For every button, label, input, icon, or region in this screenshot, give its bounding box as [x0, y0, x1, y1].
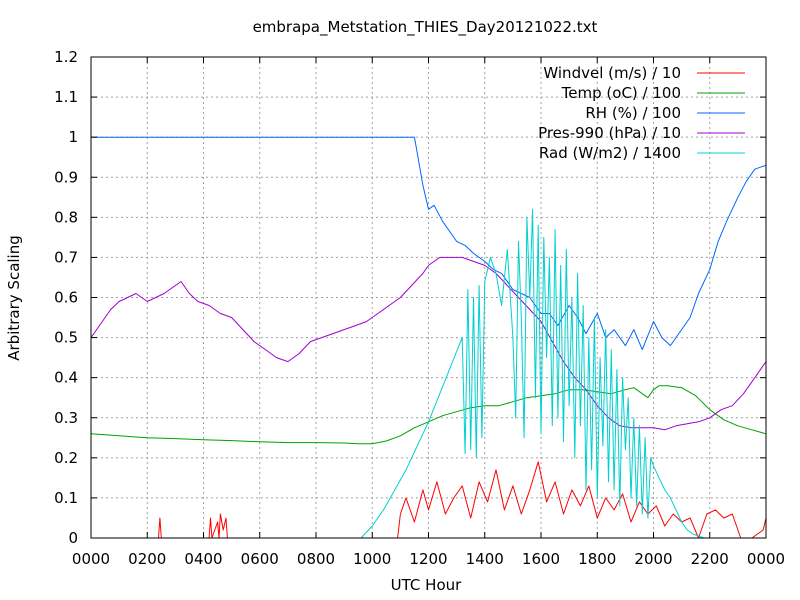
legend-label: Windvel (m/s) / 10 — [543, 64, 681, 82]
y-tick-label: 1 — [68, 128, 78, 146]
y-tick-label: 1.1 — [54, 88, 78, 106]
y-tick-label: 0.2 — [54, 449, 78, 467]
y-tick-label: 0.6 — [54, 289, 78, 307]
series-line-5 — [91, 208, 766, 539]
x-tick-label: 1400 — [466, 550, 504, 568]
y-axis-label: Arbitrary Scaling — [5, 235, 23, 361]
x-axis-label: UTC Hour — [391, 576, 462, 594]
x-tick-label: 0000 — [747, 550, 785, 568]
y-tick-label: 1.2 — [54, 48, 78, 66]
y-tick-label: 0.4 — [54, 369, 78, 387]
legend-label: Rad (W/m2) / 1400 — [539, 144, 681, 162]
y-tick-label: 0.7 — [54, 248, 78, 266]
x-tick-label: 0800 — [297, 550, 335, 568]
y-tick-label: 0.8 — [54, 208, 78, 226]
x-tick-label: 1600 — [522, 550, 560, 568]
x-tick-label: 0400 — [184, 550, 222, 568]
x-tick-label: 2000 — [634, 550, 672, 568]
legend-label: Temp (oC) / 100 — [561, 84, 681, 102]
y-tick-label: 0.5 — [54, 329, 78, 347]
ticks: 0 0.1 0.2 0.3 0.4 0.5 0.6 0.7 0.8 0.9 1 1.1 1.2 0000 0… — [54, 48, 785, 568]
y-tick-label: 0.9 — [54, 168, 78, 186]
series-line-1 — [91, 461, 767, 539]
series-line-2 — [90, 385, 767, 445]
y-tick-label: 0.1 — [54, 489, 78, 507]
x-tick-label: 1200 — [409, 550, 447, 568]
series-line-3 — [91, 136, 767, 351]
series-line-4 — [90, 256, 767, 431]
x-tick-label: 2200 — [691, 550, 729, 568]
x-tick-label: 0600 — [241, 550, 279, 568]
legend: Windvel (m/s) / 10 Temp (oC) / 100 RH (%) … — [538, 64, 745, 162]
legend-label: Pres-990 (hPa) / 10 — [538, 124, 681, 142]
x-tick-label: 0200 — [128, 550, 166, 568]
legend-label: RH (%) / 100 — [585, 104, 681, 122]
x-tick-label: 1800 — [578, 550, 616, 568]
series-layer — [90, 136, 767, 539]
chart-title: embrapa_Metstation_THIES_Day20121022.txt — [253, 18, 598, 37]
y-tick-label: 0 — [68, 529, 78, 547]
x-tick-label: 0000 — [72, 550, 110, 568]
y-tick-label: 0.3 — [54, 409, 78, 427]
x-tick-label: 1000 — [353, 550, 391, 568]
